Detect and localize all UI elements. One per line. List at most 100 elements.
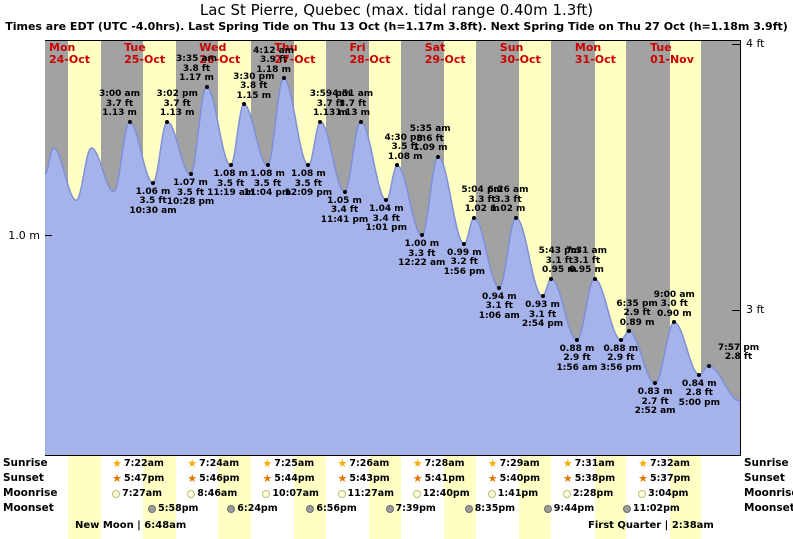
tide-annotation: 7:57 pm 2.8 ft bbox=[707, 343, 771, 363]
sunset-icon: ★ bbox=[262, 472, 273, 485]
day-date: 01-Nov bbox=[650, 53, 694, 66]
tide-annotation-line: 2.8 ft bbox=[724, 352, 753, 363]
tide-annotation-line: 7:31 am bbox=[566, 246, 607, 257]
sunset-time: 5:37pm bbox=[649, 473, 691, 484]
tide-point-marker bbox=[706, 363, 711, 368]
day-label: Sat 29-Oct bbox=[421, 42, 496, 66]
tide-annotation-line: 3.2 ft bbox=[450, 257, 478, 268]
sunrise-time: 7:32am bbox=[649, 458, 690, 469]
sunset-time: 5:40pm bbox=[499, 473, 541, 484]
day-date: 25-Oct bbox=[124, 53, 166, 66]
moonrise-icon bbox=[337, 489, 346, 498]
day-label: Sun 30-Oct bbox=[496, 42, 571, 66]
sunrise-icon: ★ bbox=[412, 457, 423, 470]
moonset-time: 8:35pm bbox=[474, 503, 516, 514]
sunrise-entry: ★ 7:32am bbox=[638, 457, 690, 470]
moonrise-time: 2:28pm bbox=[572, 488, 614, 499]
sunset-icon: ★ bbox=[638, 472, 648, 485]
moonset-icon bbox=[227, 504, 236, 513]
tide-point-marker bbox=[419, 233, 424, 238]
moonset-entry: 6:56pm bbox=[306, 502, 357, 515]
tide-annotation-line: 3.7 ft bbox=[339, 98, 367, 109]
sunset-entry: ★ 5:40pm bbox=[488, 472, 540, 485]
tide-annotation-line: 5:04 pm bbox=[461, 185, 503, 196]
tide-annotation: 3:35 am 3.8 ft 1.17 m bbox=[165, 55, 229, 84]
tide-point-marker bbox=[342, 189, 347, 194]
tide-annotation-line: 1.08 m bbox=[213, 169, 249, 180]
tide-annotation-line: 1:56 am bbox=[556, 362, 598, 373]
moonrise-entry: 12:40pm bbox=[412, 487, 470, 500]
sunrise-time: 7:22am bbox=[123, 458, 164, 469]
moonset-time: 9:44pm bbox=[553, 503, 595, 514]
bottom-day-stripe bbox=[594, 456, 627, 539]
tide-point-marker bbox=[265, 163, 270, 168]
plot-top-border bbox=[45, 40, 741, 41]
tide-annotation-line: 3.1 ft bbox=[528, 309, 557, 320]
moonrise-icon bbox=[112, 489, 121, 498]
tide-annotation-line: 3.5 ft bbox=[176, 187, 205, 198]
moon-phase-new-moon: New Moon | 6:48am bbox=[75, 520, 187, 531]
tide-annotation: 5:04 pm 3.3 ft 1.02 m bbox=[450, 186, 514, 215]
tide-annotation-line: 10:30 am bbox=[129, 205, 177, 216]
right-axis-line bbox=[740, 40, 741, 456]
tide-point-marker bbox=[592, 276, 597, 281]
moonset-icon bbox=[464, 504, 473, 513]
moonset-icon bbox=[543, 504, 552, 513]
moonset-entry: 5:58pm bbox=[148, 502, 198, 515]
day-date: 30-Oct bbox=[499, 53, 541, 66]
tide-annotation: 6:35 pm 2.9 ft 0.89 m bbox=[605, 299, 669, 329]
tide-annotation-line: 0.88 m bbox=[559, 343, 595, 354]
tide-annotation-line: 0.90 m bbox=[656, 308, 692, 319]
moonset-entry: 7:39pm bbox=[385, 502, 436, 515]
tide-point-marker bbox=[540, 294, 545, 299]
tide-annotation-line: 2.9 ft bbox=[623, 308, 651, 319]
moonset-time: 6:56pm bbox=[316, 503, 357, 514]
sunset-time: 5:46pm bbox=[199, 473, 240, 484]
sunrise-icon: ★ bbox=[487, 457, 498, 470]
row-label-sunrise-right: Sunrise bbox=[744, 457, 789, 469]
day-label: Tue 01-Nov bbox=[646, 42, 721, 66]
tide-annotation-line: 0.95 m bbox=[541, 265, 577, 276]
tide-annotation: 4:30 pm 3.5 ft 1.08 m bbox=[373, 132, 437, 163]
moonrise-icon bbox=[638, 489, 647, 498]
tide-annotation: 1.08 m 3.5 ft 12:09 pm bbox=[276, 170, 340, 199]
sunset-entry: ★ 5:43pm bbox=[338, 472, 390, 485]
tide-annotation-line: 3:35 am bbox=[176, 54, 217, 65]
tide-annotation: 0.99 m 3.2 ft 1:56 pm bbox=[432, 248, 496, 278]
day-name: Wed bbox=[199, 41, 227, 54]
tide-annotation: 0.94 m 3.1 ft 1:06 am bbox=[467, 292, 531, 322]
sunrise-icon: ★ bbox=[562, 457, 573, 470]
tide-annotation-line: 1:56 pm bbox=[443, 266, 485, 277]
sunset-entry: ★ 5:37pm bbox=[638, 472, 690, 485]
tide-area bbox=[45, 78, 740, 455]
moonrise-icon bbox=[562, 489, 571, 498]
day-date: 31-Oct bbox=[574, 53, 616, 66]
bottom-day-stripe bbox=[293, 456, 326, 539]
tide-annotation-line: 2.8 ft bbox=[685, 388, 713, 399]
tide-annotation-line: 3.1 ft bbox=[545, 255, 573, 266]
tide-annotation-line: 1.05 m bbox=[327, 195, 362, 206]
day-label: Thu 27-Oct bbox=[270, 42, 345, 66]
tide-annotation-line: 3.9 ft bbox=[259, 55, 288, 66]
sunrise-time: 7:28am bbox=[424, 458, 465, 469]
tide-annotation-line: 1.08 m bbox=[387, 151, 423, 162]
tide-point-marker bbox=[697, 372, 702, 377]
moonrise-entry: 8:46am bbox=[187, 487, 237, 500]
sunrise-icon: ★ bbox=[337, 457, 348, 470]
tide-point-marker bbox=[497, 285, 502, 290]
tide-annotation: 3:00 am 3.7 ft 1.13 m bbox=[88, 90, 152, 119]
tide-annotation-line: 5:35 am bbox=[409, 124, 451, 135]
chart-subtitle: Times are EDT (UTC -4.0hrs). Last Spring… bbox=[5, 20, 788, 33]
day-name: Mon bbox=[574, 41, 602, 54]
tide-annotation-line: 4:30 pm bbox=[384, 132, 426, 143]
day-name: Sun bbox=[499, 41, 524, 54]
sunset-icon: ★ bbox=[412, 472, 423, 485]
tide-point-marker bbox=[395, 163, 400, 168]
day-date: 26-Oct bbox=[199, 53, 241, 66]
day-name: Sat bbox=[424, 41, 446, 54]
tide-annotation-line: 3.8 ft bbox=[182, 63, 211, 74]
row-label-sunrise-left: Sunrise bbox=[3, 457, 48, 469]
tide-annotation-line: 2:54 pm bbox=[521, 319, 564, 330]
